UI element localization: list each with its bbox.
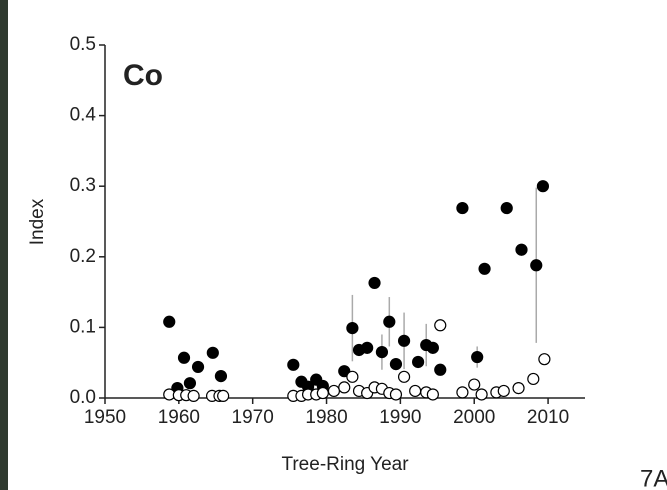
- point: [397, 370, 411, 383]
- point: [163, 315, 176, 328]
- point: [500, 201, 513, 215]
- x-axis-label: Tree-Ring Year: [281, 454, 409, 475]
- point: [426, 388, 439, 401]
- x-tick-label: 1970: [232, 407, 274, 428]
- point: [389, 358, 403, 371]
- x-tick-label: 1960: [158, 407, 200, 428]
- edge-strip: [0, 0, 8, 490]
- point: [214, 370, 228, 383]
- point: [412, 355, 425, 369]
- point: [217, 389, 230, 402]
- point: [316, 386, 329, 400]
- point: [375, 346, 389, 359]
- point: [389, 388, 403, 401]
- point: [426, 341, 439, 354]
- point: [538, 353, 551, 366]
- point: [536, 180, 550, 193]
- point: [327, 384, 341, 398]
- point: [187, 389, 200, 402]
- y-tick-label: 0.3: [70, 175, 96, 196]
- x-tick-label: 1990: [379, 407, 421, 428]
- point: [515, 243, 528, 256]
- point: [287, 358, 300, 371]
- point: [338, 381, 351, 394]
- point: [191, 360, 205, 374]
- x-tick-label: 1950: [84, 407, 126, 428]
- point: [346, 322, 359, 335]
- corner-label: 7A: [640, 465, 667, 490]
- point: [183, 377, 197, 390]
- x-tick-label: 2000: [453, 407, 495, 428]
- point: [478, 262, 491, 275]
- y-tick-label: 0.0: [70, 387, 96, 408]
- point: [361, 341, 374, 354]
- point: [468, 378, 481, 391]
- y-tick-label: 0.4: [70, 105, 97, 126]
- point: [397, 334, 411, 347]
- point: [434, 319, 447, 332]
- point: [456, 201, 469, 215]
- point: [456, 386, 469, 399]
- point: [368, 276, 381, 290]
- x-tick-label: 2010: [527, 407, 569, 428]
- point: [177, 351, 191, 364]
- point: [338, 365, 351, 378]
- x-tick-label: 1980: [305, 407, 347, 428]
- y-tick-label: 0.5: [70, 34, 96, 55]
- point: [475, 388, 488, 401]
- y-axis-label: Index: [27, 198, 48, 245]
- y-tick-label: 0.1: [70, 316, 96, 337]
- point: [497, 384, 510, 398]
- point: [434, 363, 447, 376]
- point: [346, 370, 359, 383]
- y-tick-label: 0.2: [70, 246, 96, 267]
- point: [530, 259, 543, 272]
- annotation: Co: [123, 59, 163, 92]
- point: [383, 315, 396, 328]
- point: [512, 382, 525, 395]
- point: [471, 350, 484, 364]
- point: [527, 372, 540, 386]
- point: [409, 384, 422, 398]
- point: [206, 346, 219, 359]
